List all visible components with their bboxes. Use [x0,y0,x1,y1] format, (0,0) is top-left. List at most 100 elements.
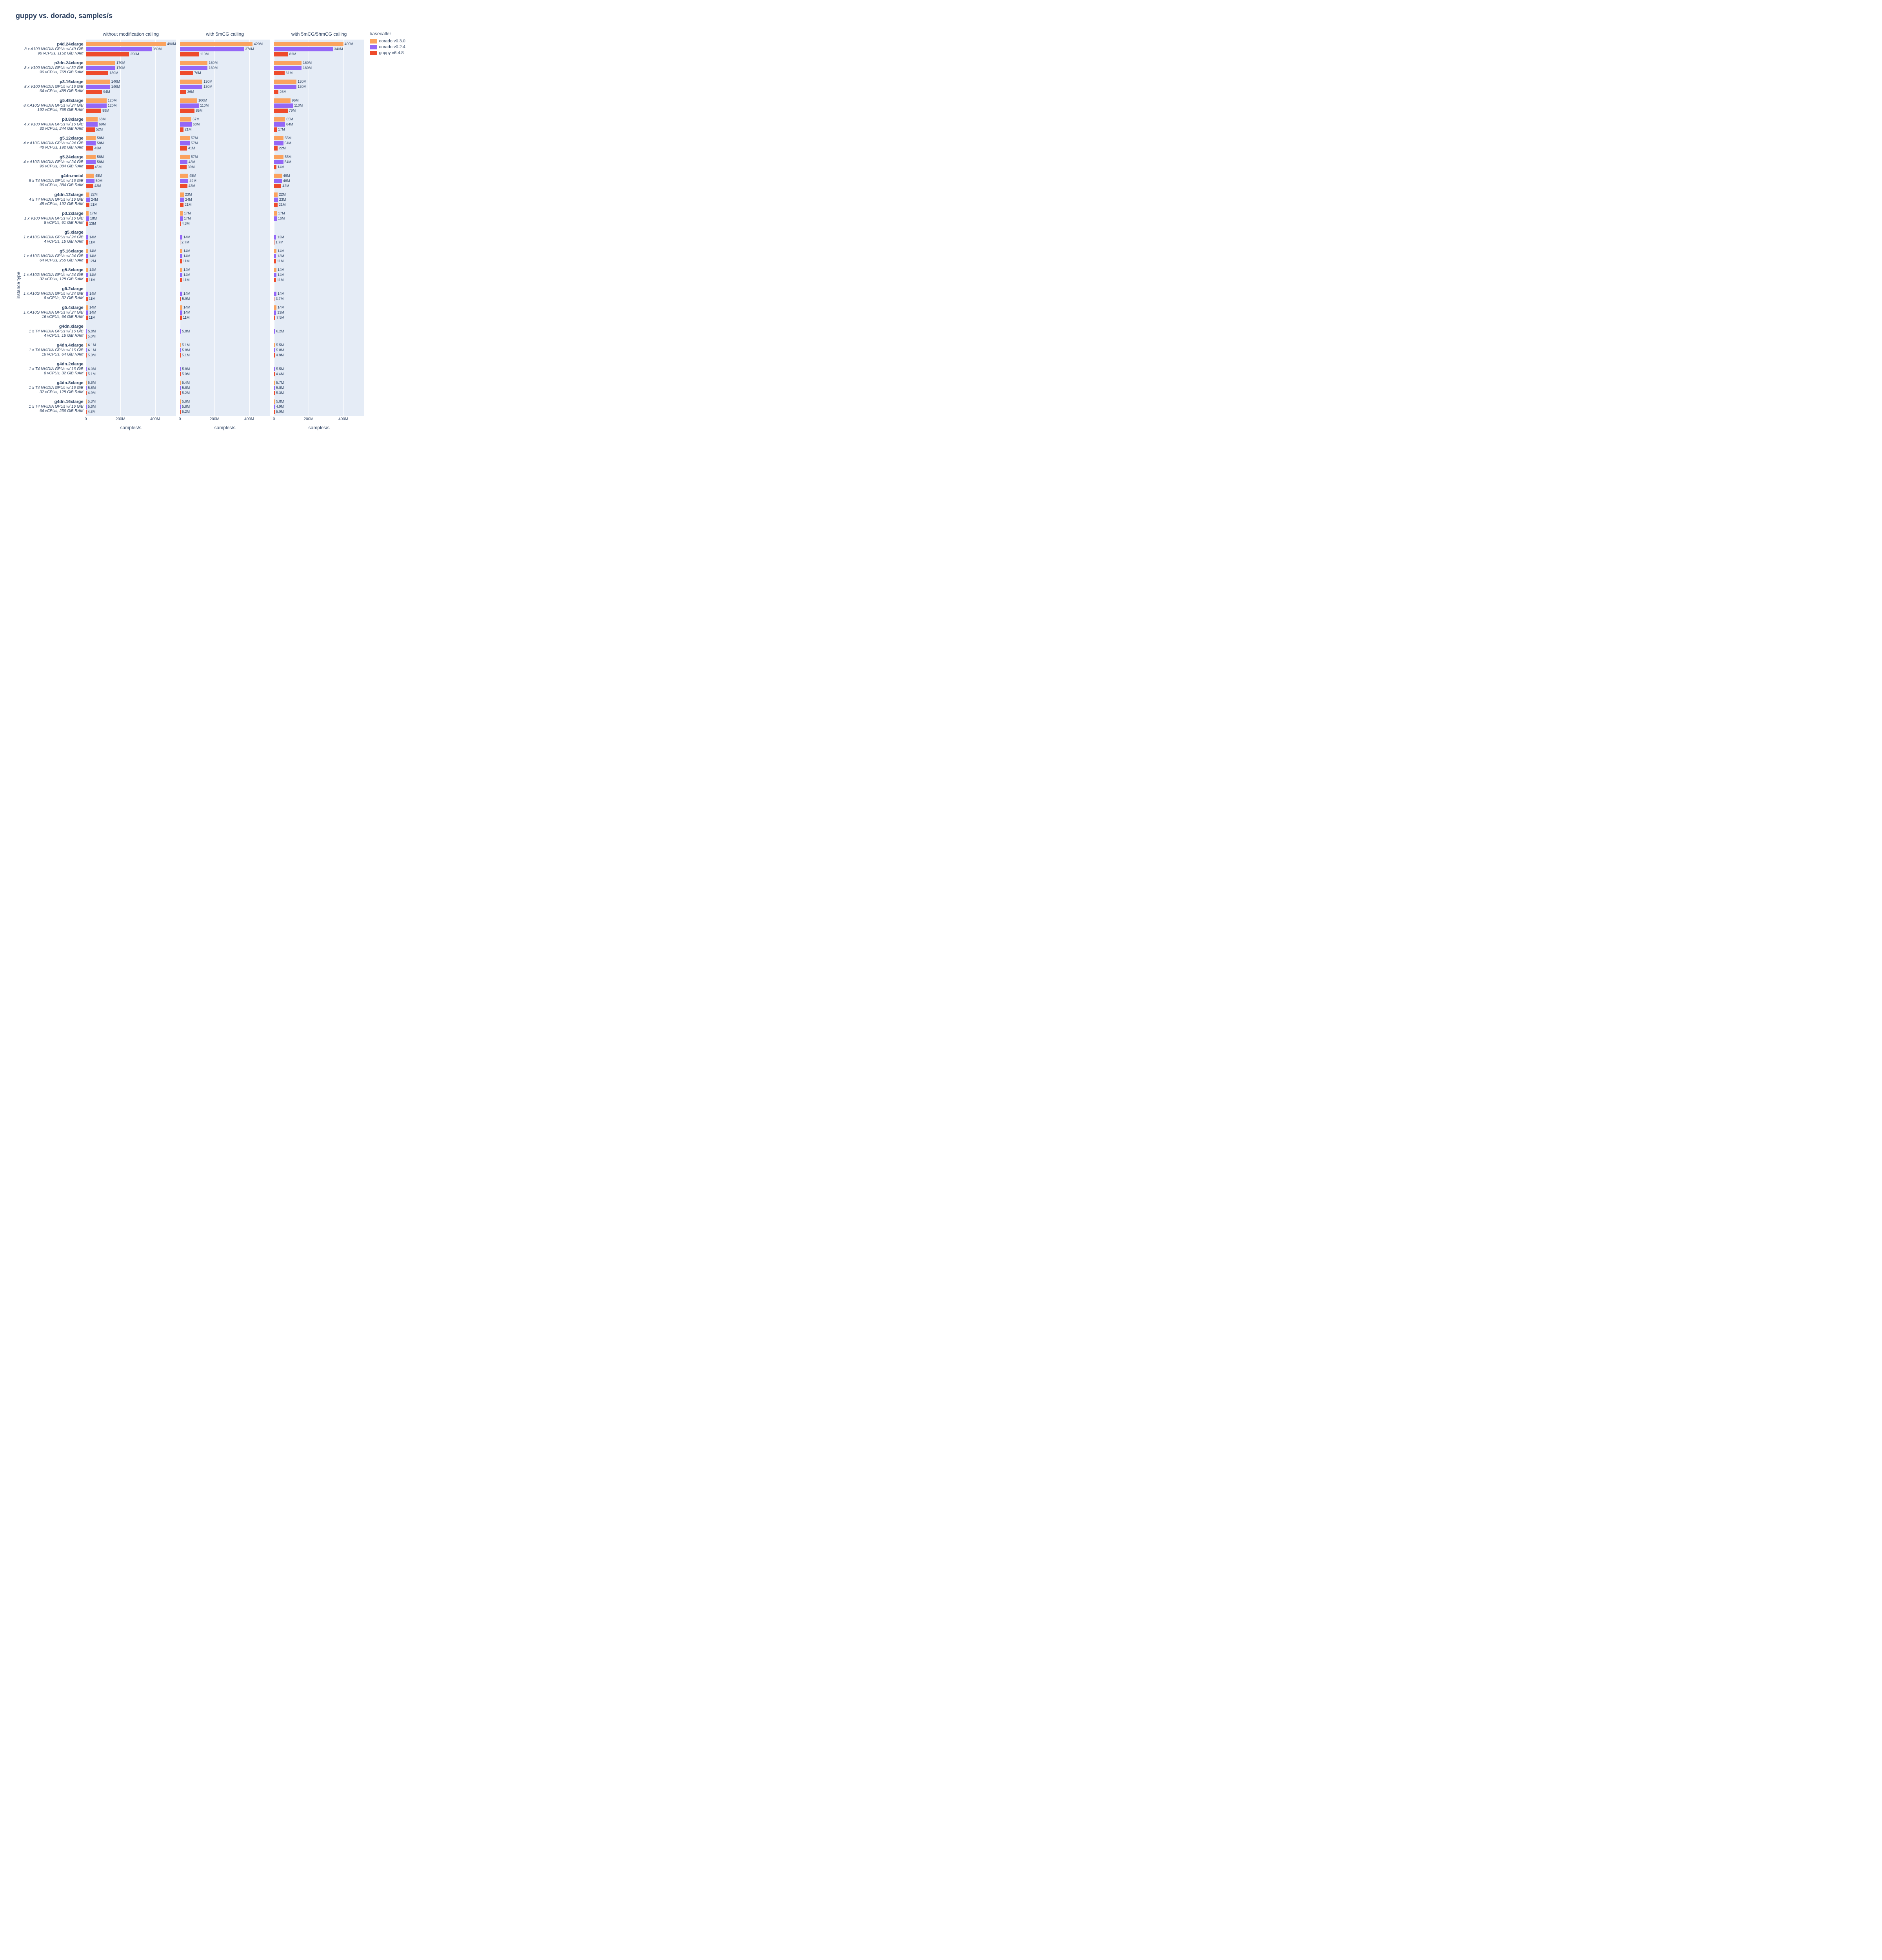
bar-value-label: 14M [183,236,191,239]
bar-value-label: 11M [277,278,284,282]
instance-label: p3.2xlarge1 x V100 NVIDIA GPUs w/ 16 GiB… [24,209,86,228]
bar-wrap: 11M [86,297,176,301]
bar [86,399,87,404]
bar-row: 55M54M14M [274,152,364,171]
instance-label: g4dn.xlarge1 x T4 NVIDIA GPUs w/ 16 GiB4… [24,322,86,341]
bar-wrap: 36M [180,90,270,94]
bar [274,42,343,46]
bar-value-label: 11M [183,260,190,263]
bar-value-label: 130M [298,80,307,83]
bar-value-label: 11M [89,316,96,319]
bar-wrap: 41M [180,146,270,151]
x-tick-label: 200M [304,417,314,421]
bar-value-label: 4.3M [182,222,190,225]
bar-wrap: 130M [274,80,364,84]
bar-value-label: 13M [277,311,284,314]
bar-wrap: 54M [274,141,364,145]
bar-row: 6.0M5.1M [86,359,176,378]
bar-wrap [274,287,364,291]
bar [86,391,87,395]
bar-wrap: 94M [86,90,176,94]
bar-wrap: 65M [274,117,364,122]
bar-row: 46M46M42M [274,171,364,190]
bar-value-label: 13M [277,236,284,239]
legend-label: guppy v6.4.8 [379,51,404,55]
bar-value-label: 14M [183,268,191,272]
bar-value-label: 110M [200,104,209,107]
bar-value-label: 58M [97,160,104,164]
bar [86,155,96,159]
bar-value-label: 23M [279,198,286,201]
bar-value-label: 5.1M [182,354,190,357]
bar-row: 400M340M82M [274,40,364,58]
bar-wrap: 5.0M [274,410,364,414]
bar-wrap: 7.9M [274,316,364,320]
bar-value-label: 14M [183,273,191,277]
bar [180,211,183,216]
bar [86,240,88,245]
bar-wrap: 13M [274,235,364,240]
bar-value-label: 5.8M [276,400,284,403]
bar-row: 14M11M [86,228,176,247]
bar-wrap: 5.5M [274,367,364,371]
bar [274,61,302,65]
instance-name: p4d.24xlarge [57,42,83,47]
bar-row: 100M110M85M [180,96,270,115]
instance-gpu: 8 x V100 NVIDIA GPUs w/ 32 GiB [24,66,84,71]
legend-swatch [370,39,377,44]
bar-wrap: 46M [274,179,364,183]
bar [180,367,181,371]
bar [274,155,283,159]
bar-wrap: 11M [274,278,364,282]
bar-wrap: 43M [86,184,176,188]
bar [180,292,182,296]
bar-row: 5.4M5.8M5.2M [180,378,270,397]
bar-wrap: 6.1M [86,343,176,347]
bar [86,216,89,221]
instance-cpu: 64 vCPUs, 256 GiB RAM [40,258,84,263]
bar-value-label: 11M [89,297,96,301]
bar-wrap: 26M [274,90,364,94]
bar-wrap: 5.0M [180,372,270,376]
bar-row: 170M170M130M [86,58,176,77]
bar [180,410,181,414]
bar [86,47,152,51]
bar [274,122,285,127]
bar-wrap: 420M [180,42,270,46]
bar-row: 6.1M6.1M5.3M [86,341,176,359]
bar-wrap: 17M [274,211,364,216]
instance-label: g5.2xlarge1 x A10G NVIDIA GPUs w/ 24 GiB… [24,284,86,303]
bar-wrap: 14M [86,249,176,253]
bar-value-label: 5.1M [182,343,190,347]
bar-wrap: 340M [274,47,364,51]
bar-wrap: 55M [274,155,364,159]
bar-value-label: 5.0M [182,372,190,376]
bar-wrap: 96M [274,98,364,103]
bar-wrap: 17M [274,127,364,132]
bar-value-label: 14M [278,249,285,253]
bar-wrap: 120M [86,103,176,108]
bar-value-label: 5.6M [182,405,190,408]
bar [180,80,203,84]
bar-value-label: 21M [279,203,286,207]
bar [86,198,90,202]
bar-value-label: 250M [130,53,139,56]
bar-wrap: 54M [274,160,364,164]
bar-wrap: 11M [86,240,176,245]
bar-wrap: 380M [86,47,176,51]
bar [180,141,190,145]
bar [274,367,275,371]
bar-wrap: 110M [180,52,270,56]
instance-name: p3.2xlarge [62,211,83,216]
bar-value-label: 14M [89,311,96,314]
bar-value-label: 14M [278,268,285,272]
bar [180,278,182,282]
instance-cpu: 64 vCPUs, 256 GiB RAM [40,409,84,414]
x-axis-label: samples/s [86,425,176,430]
instance-label: g4dn.metal8 x T4 NVIDIA GPUs w/ 16 GiB96… [24,171,86,190]
bar-wrap: 11M [274,259,364,263]
bar [180,391,181,395]
bar-value-label: 5.8M [88,386,96,390]
bar-value-label: 13M [89,222,96,225]
bar-value-label: 4.8M [88,410,96,414]
